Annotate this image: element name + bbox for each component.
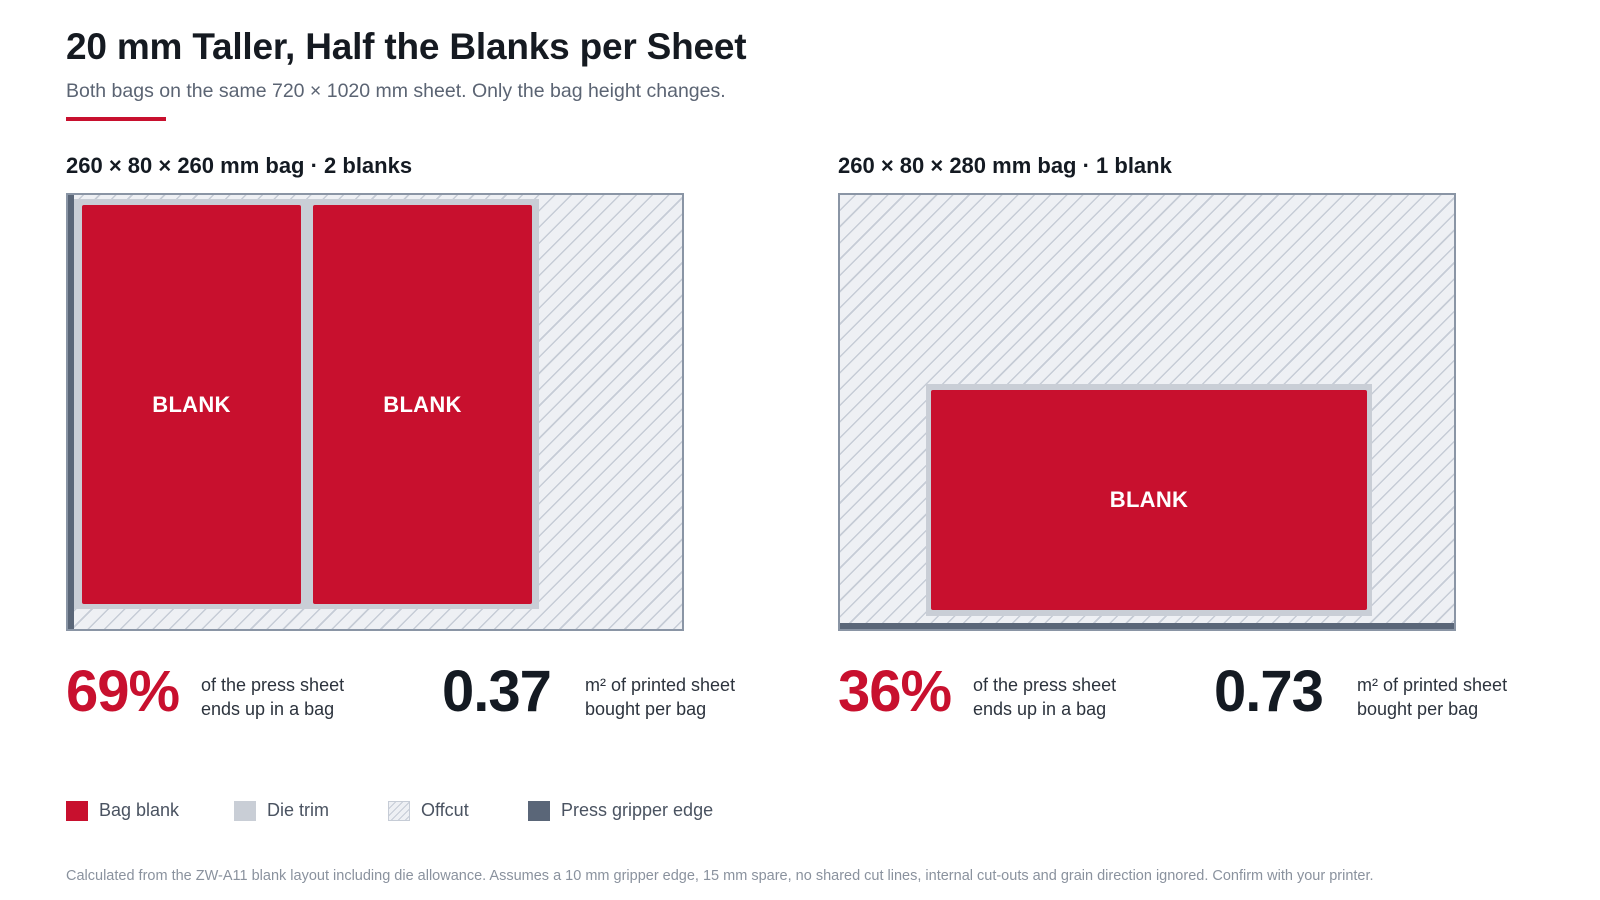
legend-die-trim-swatch	[234, 800, 256, 821]
panel-1-blank-1: BLANK	[82, 205, 301, 604]
panel-1-usage-pct: 69%	[66, 659, 180, 724]
legend-bag-blank: Bag blank	[66, 800, 179, 821]
legend-offcut: Offcut	[388, 800, 469, 821]
footnote: Calculated from the ZW-A11 blank layout …	[66, 868, 1374, 884]
panel-2-area: 0.73	[1214, 659, 1324, 724]
panel-1-usage-caption-line-1: of the press sheet	[201, 675, 345, 695]
page-subtitle: Both bags on the same 720 × 1020 mm shee…	[66, 80, 726, 102]
panel-1-area-caption-line-1: m² of printed sheet	[585, 675, 736, 695]
panel-2-usage-caption-line-2: ends up in a bag	[973, 699, 1107, 719]
panel-2-area-caption-line-2: bought per bag	[1357, 699, 1479, 719]
panel-2-blank-1: BLANK	[931, 390, 1367, 610]
page-title: 20 mm Taller, Half the Blanks per Sheet	[66, 26, 747, 67]
panel-1-blank-2: BLANK	[313, 205, 532, 604]
panel-1-usage-caption: of the press sheet ends up in a bag	[201, 673, 391, 721]
panel-2-area-caption-line-1: m² of printed sheet	[1357, 675, 1508, 695]
legend-offcut-swatch	[388, 800, 410, 821]
legend-bag-blank-label: Bag blank	[99, 800, 180, 820]
panel-2-usage-caption: of the press sheet ends up in a bag	[973, 673, 1163, 721]
legend-die-trim-label: Die trim	[267, 800, 329, 820]
panel-1-area: 0.37	[442, 659, 552, 724]
panel-1-area-caption-line-2: bought per bag	[585, 699, 707, 719]
panel-2-usage-pct: 36%	[838, 659, 952, 724]
panel-1-heading: 260 × 80 × 260 mm bag · 2 blanks	[66, 153, 413, 178]
panel-2-usage-caption-line-1: of the press sheet	[973, 675, 1117, 695]
panel-1-usage-caption-line-2: ends up in a bag	[201, 699, 335, 719]
panel-1-area-caption: m² of printed sheet bought per bag	[585, 673, 775, 721]
legend-gripper-swatch	[528, 800, 550, 821]
accent-rule	[66, 117, 166, 121]
legend-die-trim: Die trim	[234, 800, 329, 821]
legend-offcut-label: Offcut	[421, 800, 469, 820]
panel-2-heading: 260 × 80 × 280 mm bag · 1 blank	[838, 153, 1172, 178]
panel-2-area-caption: m² of printed sheet bought per bag	[1357, 673, 1547, 721]
panel-1-gripper-edge	[68, 195, 74, 629]
panel-1-sheet: BLANK BLANK	[66, 193, 684, 631]
panel-2-gripper-edge	[840, 623, 1454, 629]
legend-gripper-label: Press gripper edge	[561, 800, 714, 820]
panel-2-sheet: BLANK	[838, 193, 1456, 631]
legend-gripper: Press gripper edge	[528, 800, 713, 821]
legend-bag-blank-swatch	[66, 800, 88, 821]
